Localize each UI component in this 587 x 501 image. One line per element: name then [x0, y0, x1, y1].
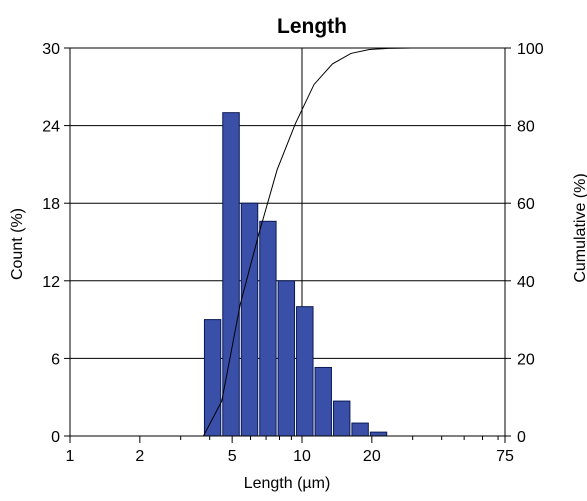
y-tick-label: 6 — [51, 351, 60, 368]
y2-tick-label: 20 — [517, 351, 535, 368]
x-tick-label: 10 — [293, 448, 311, 465]
x-axis-title: Length (µm) — [244, 475, 331, 492]
labels-layer: Length Length (µm) Count (%) Cumulative … — [9, 15, 587, 492]
x-tick-label: 5 — [228, 448, 237, 465]
histogram-bar — [296, 306, 314, 437]
histogram-bar — [222, 112, 240, 437]
y-tick-label: 0 — [51, 429, 60, 446]
histogram-bar — [259, 220, 277, 437]
x-tick-label: 20 — [363, 448, 381, 465]
y2-tick-label: 100 — [517, 41, 544, 58]
y2-tick-label: 0 — [517, 429, 526, 446]
histogram-bar — [369, 431, 388, 437]
grid-layer — [70, 47, 505, 436]
axes-layer — [64, 47, 511, 443]
histogram-bar — [351, 422, 369, 437]
y2-tick-label: 80 — [517, 119, 535, 136]
chart-title: Length — [277, 15, 347, 38]
histogram-bar — [314, 366, 332, 437]
histogram-bar — [240, 202, 259, 437]
histogram-bar — [332, 400, 351, 437]
y2-axis-title: Cumulative (%) — [572, 173, 587, 282]
y-tick-label: 24 — [42, 119, 60, 136]
cumulative-line-layer — [70, 47, 505, 437]
x-tick-label: 1 — [66, 448, 75, 465]
cumulative-line — [70, 47, 505, 437]
y-tick-label: 30 — [42, 41, 60, 58]
y-tick-label: 18 — [42, 196, 60, 213]
y2-tick-label: 40 — [517, 274, 535, 291]
bars-layer — [203, 112, 388, 437]
y-axis-title: Count (%) — [9, 208, 26, 280]
x-tick-label: 2 — [135, 448, 144, 465]
y-tick-label: 12 — [42, 274, 60, 291]
x-tick-label: 75 — [496, 448, 514, 465]
histogram-bar — [277, 280, 296, 437]
y2-tick-label: 60 — [517, 196, 535, 213]
